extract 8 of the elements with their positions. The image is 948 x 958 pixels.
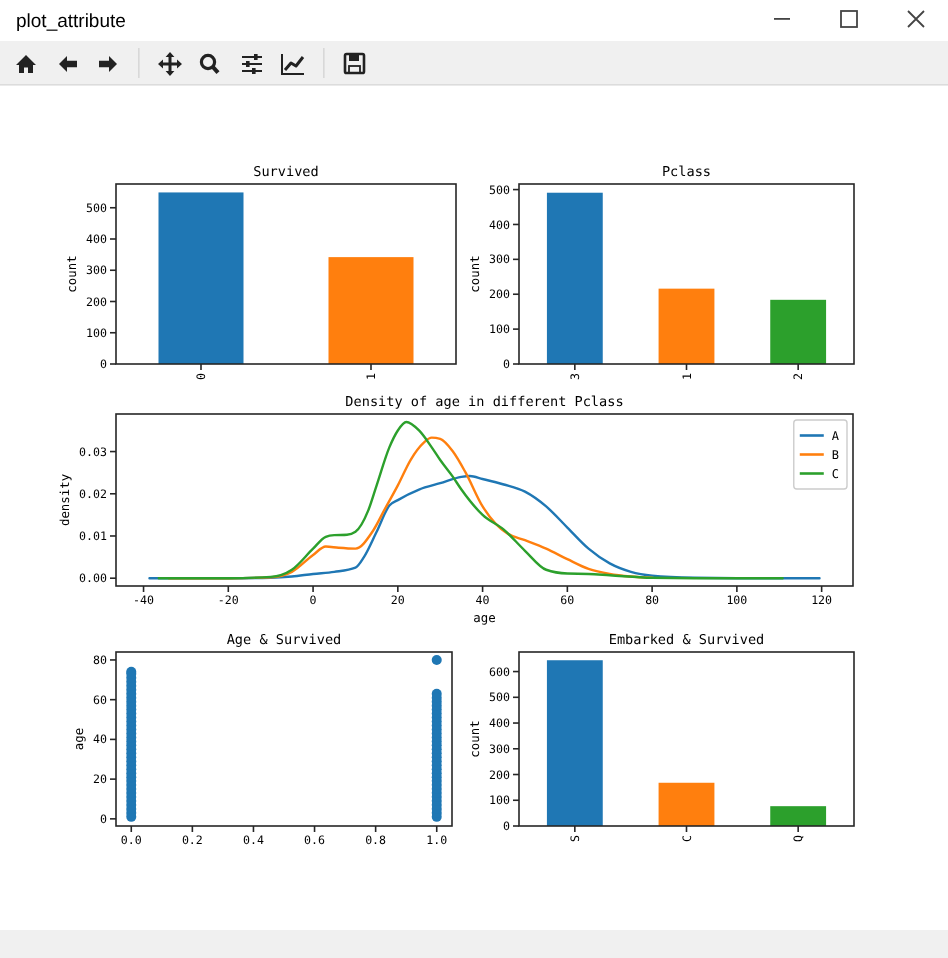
bar	[546, 192, 603, 364]
bar	[770, 299, 827, 364]
bar	[770, 806, 827, 826]
bar	[546, 660, 603, 826]
bar	[658, 782, 715, 826]
line-series	[157, 420, 784, 580]
bar	[658, 288, 715, 364]
text: plot_attribute	[16, 11, 126, 33]
